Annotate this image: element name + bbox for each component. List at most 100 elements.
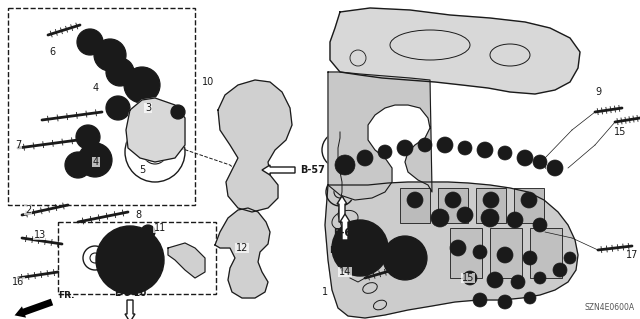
Circle shape bbox=[106, 58, 134, 86]
Circle shape bbox=[78, 143, 112, 177]
Circle shape bbox=[378, 145, 392, 159]
Circle shape bbox=[517, 150, 533, 166]
Text: 1: 1 bbox=[322, 287, 328, 297]
Circle shape bbox=[502, 150, 509, 157]
Circle shape bbox=[115, 67, 125, 77]
Circle shape bbox=[461, 145, 468, 152]
Circle shape bbox=[458, 141, 472, 155]
Circle shape bbox=[498, 295, 512, 309]
Polygon shape bbox=[218, 80, 292, 212]
Text: 13: 13 bbox=[34, 230, 46, 240]
Circle shape bbox=[481, 209, 499, 227]
Circle shape bbox=[547, 160, 563, 176]
Circle shape bbox=[501, 251, 509, 259]
Circle shape bbox=[461, 211, 469, 219]
Text: 3: 3 bbox=[145, 103, 151, 113]
Circle shape bbox=[477, 296, 483, 303]
Circle shape bbox=[515, 278, 522, 286]
Text: SZN4E0600A: SZN4E0600A bbox=[585, 303, 635, 312]
Circle shape bbox=[477, 142, 493, 158]
Circle shape bbox=[357, 150, 373, 166]
Circle shape bbox=[332, 220, 388, 276]
Text: 15: 15 bbox=[462, 273, 474, 283]
Polygon shape bbox=[328, 72, 432, 200]
FancyArrow shape bbox=[262, 165, 295, 175]
Circle shape bbox=[497, 247, 513, 263]
Circle shape bbox=[450, 240, 466, 256]
Text: 12: 12 bbox=[236, 243, 248, 253]
Text: 8: 8 bbox=[135, 210, 141, 220]
Text: 11: 11 bbox=[154, 223, 166, 233]
Text: B-6: B-6 bbox=[333, 228, 351, 238]
Circle shape bbox=[521, 192, 537, 208]
Circle shape bbox=[527, 295, 533, 301]
Circle shape bbox=[171, 105, 185, 119]
Circle shape bbox=[94, 39, 126, 71]
Polygon shape bbox=[168, 243, 205, 278]
FancyArrow shape bbox=[337, 196, 347, 222]
Circle shape bbox=[567, 255, 573, 261]
Circle shape bbox=[454, 244, 462, 252]
Circle shape bbox=[483, 192, 499, 208]
Circle shape bbox=[553, 263, 567, 277]
Circle shape bbox=[551, 164, 559, 172]
Circle shape bbox=[507, 212, 523, 228]
Circle shape bbox=[473, 245, 487, 259]
Circle shape bbox=[473, 293, 487, 307]
Circle shape bbox=[564, 252, 576, 264]
Circle shape bbox=[491, 276, 499, 284]
Circle shape bbox=[106, 96, 130, 120]
Circle shape bbox=[401, 144, 409, 152]
Text: 4: 4 bbox=[93, 157, 99, 167]
Circle shape bbox=[498, 146, 512, 160]
Circle shape bbox=[73, 160, 83, 170]
Circle shape bbox=[523, 251, 537, 265]
Circle shape bbox=[557, 266, 563, 273]
Polygon shape bbox=[126, 98, 185, 162]
Circle shape bbox=[383, 236, 427, 280]
Circle shape bbox=[77, 29, 103, 55]
Circle shape bbox=[175, 109, 181, 115]
Polygon shape bbox=[330, 8, 580, 94]
Text: FR.: FR. bbox=[58, 291, 74, 300]
Circle shape bbox=[441, 141, 449, 149]
Circle shape bbox=[486, 213, 495, 222]
Bar bbox=[340, 210, 438, 290]
Text: 15: 15 bbox=[614, 127, 626, 137]
Text: B-57: B-57 bbox=[300, 165, 325, 175]
Circle shape bbox=[145, 229, 151, 235]
Text: 6: 6 bbox=[49, 47, 55, 57]
Circle shape bbox=[536, 221, 543, 228]
Circle shape bbox=[65, 152, 91, 178]
Circle shape bbox=[335, 155, 355, 175]
Circle shape bbox=[407, 192, 423, 208]
Text: 10: 10 bbox=[202, 77, 214, 87]
Bar bbox=[438, 188, 468, 223]
Text: 9: 9 bbox=[595, 87, 601, 97]
Polygon shape bbox=[215, 208, 270, 298]
Circle shape bbox=[124, 67, 160, 103]
Circle shape bbox=[96, 226, 164, 294]
Circle shape bbox=[534, 272, 546, 284]
Circle shape bbox=[113, 103, 123, 113]
Circle shape bbox=[85, 37, 95, 47]
Circle shape bbox=[533, 155, 547, 169]
Circle shape bbox=[467, 275, 474, 281]
Text: 4: 4 bbox=[93, 83, 99, 93]
Circle shape bbox=[431, 209, 449, 227]
Circle shape bbox=[437, 137, 453, 153]
Bar bbox=[476, 188, 506, 223]
FancyArrow shape bbox=[125, 300, 135, 319]
Bar bbox=[514, 188, 544, 223]
Text: 17: 17 bbox=[626, 250, 638, 260]
Circle shape bbox=[527, 255, 534, 262]
Circle shape bbox=[537, 275, 543, 281]
Circle shape bbox=[88, 153, 102, 167]
Circle shape bbox=[340, 160, 350, 170]
Circle shape bbox=[76, 125, 100, 149]
Circle shape bbox=[418, 138, 432, 152]
Circle shape bbox=[422, 142, 429, 149]
Circle shape bbox=[477, 249, 483, 256]
Circle shape bbox=[502, 299, 509, 306]
Circle shape bbox=[487, 272, 503, 288]
